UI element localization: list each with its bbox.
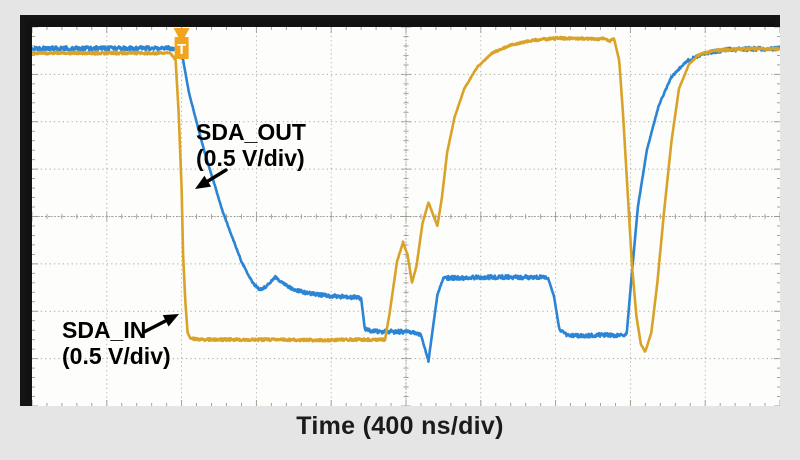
annotation-sda-in-name: SDA_IN	[62, 317, 147, 343]
annotation-sda-out-name: SDA_OUT	[196, 119, 306, 145]
arrow-sda-out	[195, 168, 228, 189]
trigger-box[interactable]	[174, 37, 189, 59]
oscilloscope-frame: T	[20, 15, 780, 406]
scope-plot-area: T	[32, 27, 780, 406]
annotation-sda-out: SDA_OUT (0.5 V/div)	[196, 119, 306, 172]
annotation-sda-in: SDA_IN (0.5 V/div)	[62, 317, 171, 370]
waveform-trace-sda-in	[32, 35, 780, 353]
annotation-sda-in-scale: (0.5 V/div)	[62, 342, 171, 369]
waveform-trace-sda-out	[32, 45, 780, 363]
waveform-svg: T	[32, 27, 780, 406]
arrow-sda-in	[142, 314, 179, 334]
trigger-marker[interactable]: T	[173, 28, 190, 59]
trace-layer	[32, 35, 780, 363]
trigger-label: T	[177, 41, 186, 58]
annotation-sda-out-scale: (0.5 V/div)	[196, 144, 305, 171]
grid-layer	[32, 27, 780, 406]
annotation-arrows	[142, 168, 228, 334]
x-axis-label: Time (400 ns/div)	[296, 412, 504, 440]
trigger-triangle-icon	[173, 28, 190, 43]
